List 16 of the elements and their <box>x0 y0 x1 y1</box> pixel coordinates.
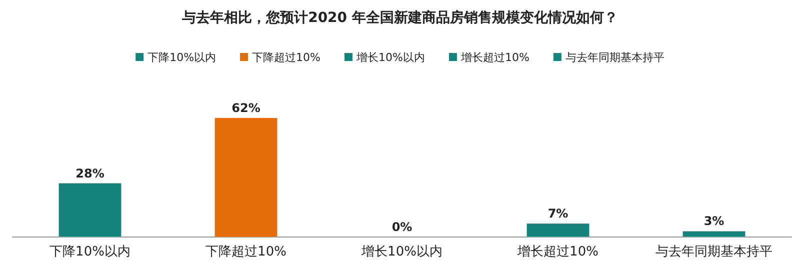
x-tick-label: 下降10%以内 <box>50 244 130 260</box>
legend-label: 下降10%以内 <box>148 51 216 64</box>
legend-label: 增长超过10% <box>460 51 530 64</box>
legend-label: 下降超过10% <box>252 51 320 64</box>
data-label: 7% <box>548 206 568 221</box>
data-label: 0% <box>392 220 412 234</box>
x-tick-label: 增长10%以内 <box>360 244 442 260</box>
x-tick-label: 下降超过10% <box>206 244 286 260</box>
x-tick-label: 与去年同期基本持平 <box>656 244 772 260</box>
legend-label: 与去年同期基本持平 <box>565 51 664 64</box>
legend-label: 增长10%以内 <box>356 51 425 64</box>
data-label: 28% <box>76 166 104 180</box>
data-label: 62% <box>232 101 260 115</box>
x-tick-label: 增长超过10% <box>516 244 598 260</box>
data-label: 3% <box>704 214 724 228</box>
chart-title: 与去年相比，您预计2020 年全国新建商品房销售规模变化情况如何？ <box>181 9 618 26</box>
